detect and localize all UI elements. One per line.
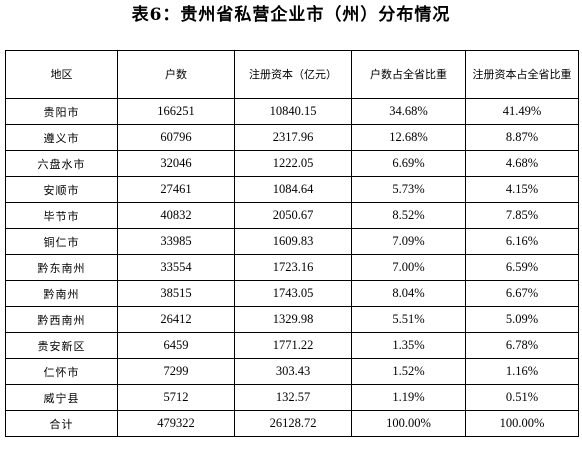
table-row: 仁怀市 7299 303.43 1.52% 1.16% [5,358,579,385]
households-value: 26412 [117,306,235,333]
region-name: 黔东南州 [5,254,118,281]
household-share-value: 34.68% [351,98,466,125]
table-row: 安顺市 27461 1084.64 5.73% 4.15% [5,176,579,203]
total-capital-value: 26128.72 [234,410,352,437]
header-capital-share: 注册资本占全省比重 [465,50,579,99]
capital-share-value: 7.85% [465,202,579,229]
households-value: 7299 [117,358,235,385]
capital-value: 1222.05 [234,150,352,177]
household-share-value: 5.51% [351,306,466,333]
households-value: 33554 [117,254,235,281]
table-row: 遵义市 60796 2317.96 12.68% 8.87% [5,124,579,151]
capital-value: 1329.98 [234,306,352,333]
table-row: 六盘水市 32046 1222.05 6.69% 4.68% [5,150,579,177]
capital-value: 1743.05 [234,280,352,307]
capital-share-value: 6.78% [465,332,579,359]
household-share-value: 8.52% [351,202,466,229]
capital-share-value: 8.87% [465,124,579,151]
region-name: 贵安新区 [5,332,118,359]
households-value: 32046 [117,150,235,177]
header-region: 地区 [5,50,118,99]
region-name: 黔南州 [5,280,118,307]
households-value: 38515 [117,280,235,307]
capital-value: 10840.15 [234,98,352,125]
capital-share-value: 6.16% [465,228,579,255]
enterprise-distribution-table: 地区 户数 注册资本（亿元） 户数占全省比重 注册资本占全省比重 贵阳市 166… [5,50,579,437]
table-row: 威宁县 5712 132.57 1.19% 0.51% [5,384,579,411]
household-share-value: 12.68% [351,124,466,151]
header-registered-capital: 注册资本（亿元） [234,50,352,99]
capital-value: 303.43 [234,358,352,385]
table-row: 贵阳市 166251 10840.15 34.68% 41.49% [5,98,579,125]
household-share-value: 8.04% [351,280,466,307]
header-household-share: 户数占全省比重 [351,50,466,99]
region-name: 仁怀市 [5,358,118,385]
capital-value: 1084.64 [234,176,352,203]
household-share-value: 5.73% [351,176,466,203]
households-value: 6459 [117,332,235,359]
table-row: 贵安新区 6459 1771.22 1.35% 6.78% [5,332,579,359]
total-household-share-value: 100.00% [351,410,466,437]
table-total-row: 合计 479322 26128.72 100.00% 100.00% [5,410,579,437]
household-share-value: 7.00% [351,254,466,281]
households-value: 60796 [117,124,235,151]
households-value: 5712 [117,384,235,411]
region-name: 威宁县 [5,384,118,411]
capital-share-value: 1.16% [465,358,579,385]
households-value: 27461 [117,176,235,203]
capital-value: 2317.96 [234,124,352,151]
households-value: 40832 [117,202,235,229]
capital-value: 1609.83 [234,228,352,255]
region-name: 毕节市 [5,202,118,229]
total-households-value: 479322 [117,410,235,437]
region-name: 黔西南州 [5,306,118,333]
capital-share-value: 4.15% [465,176,579,203]
capital-value: 1723.16 [234,254,352,281]
total-label: 合计 [5,410,118,437]
table-row: 黔南州 38515 1743.05 8.04% 6.67% [5,280,579,307]
households-value: 166251 [117,98,235,125]
table-row: 黔西南州 26412 1329.98 5.51% 5.09% [5,306,579,333]
region-name: 安顺市 [5,176,118,203]
capital-value: 2050.67 [234,202,352,229]
total-capital-share-value: 100.00% [465,410,579,437]
region-name: 贵阳市 [5,98,118,125]
capital-share-value: 4.68% [465,150,579,177]
table-row: 铜仁市 33985 1609.83 7.09% 6.16% [5,228,579,255]
table-row: 黔东南州 33554 1723.16 7.00% 6.59% [5,254,579,281]
household-share-value: 7.09% [351,228,466,255]
capital-value: 1771.22 [234,332,352,359]
household-share-value: 1.52% [351,358,466,385]
region-name: 六盘水市 [5,150,118,177]
capital-share-value: 6.59% [465,254,579,281]
table-header-row: 地区 户数 注册资本（亿元） 户数占全省比重 注册资本占全省比重 [5,50,579,99]
region-name: 铜仁市 [5,228,118,255]
capital-share-value: 6.67% [465,280,579,307]
header-households: 户数 [117,50,235,99]
table-title: 表6：贵州省私营企业市（州）分布情况 [131,5,451,25]
capital-share-value: 0.51% [465,384,579,411]
capital-value: 132.57 [234,384,352,411]
household-share-value: 1.35% [351,332,466,359]
capital-share-value: 41.49% [465,98,579,125]
capital-share-value: 5.09% [465,306,579,333]
household-share-value: 6.69% [351,150,466,177]
region-name: 遵义市 [5,124,118,151]
table-row: 毕节市 40832 2050.67 8.52% 7.85% [5,202,579,229]
households-value: 33985 [117,228,235,255]
household-share-value: 1.19% [351,384,466,411]
